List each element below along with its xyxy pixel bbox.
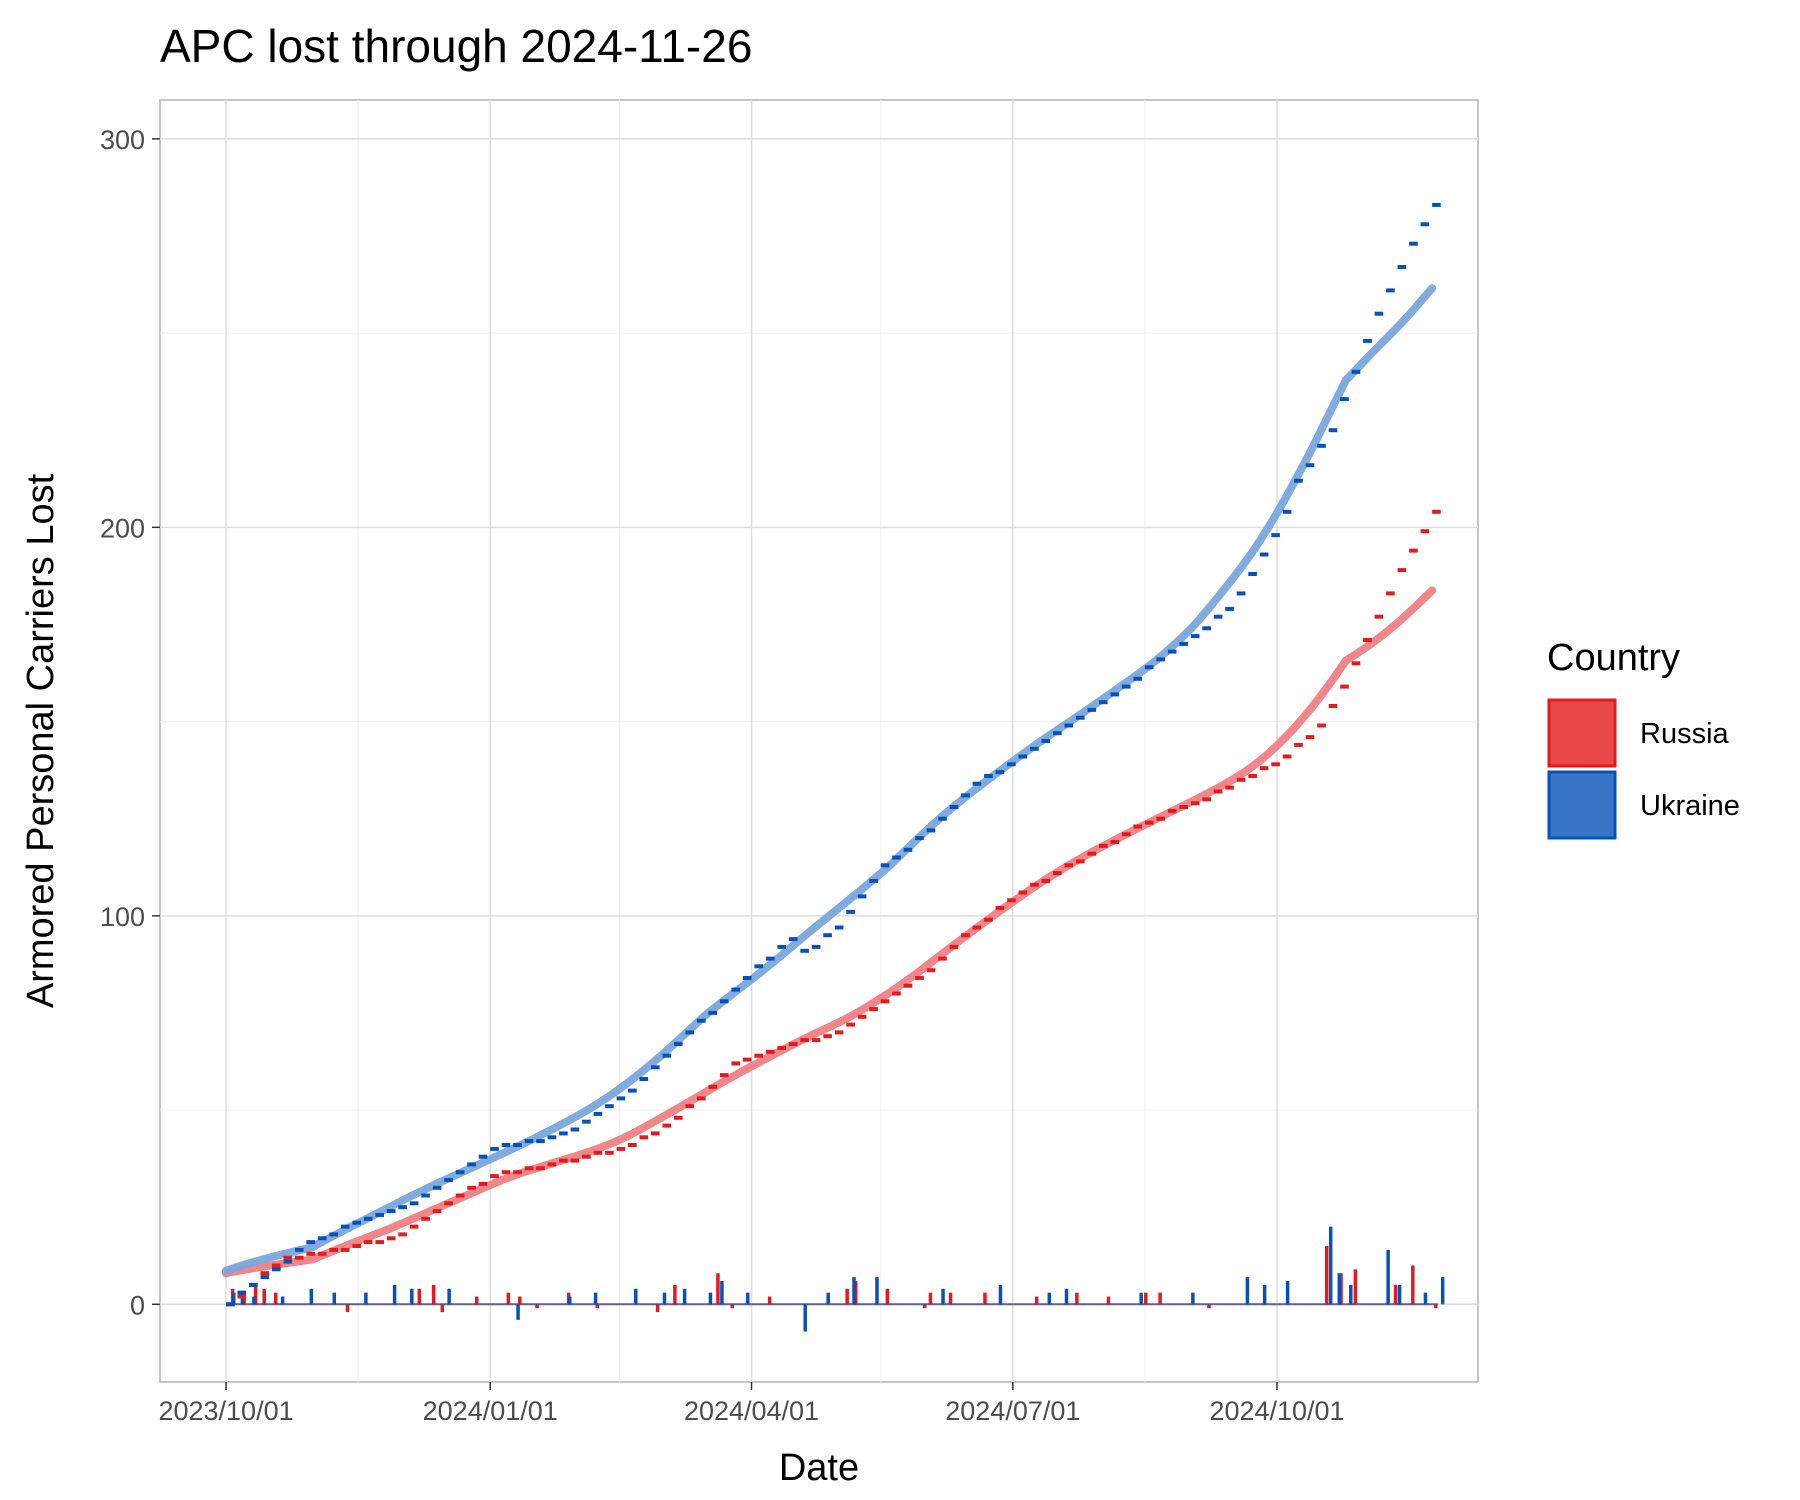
- y-tick-label: 200: [100, 513, 145, 543]
- x-tick-label: 2024/01/01: [423, 1396, 558, 1426]
- y-tick-label: 100: [100, 902, 145, 932]
- y-tick-label: 0: [130, 1290, 145, 1320]
- x-axis-ticks: 2023/10/01 2024/01/01 2024/04/01 2024/07/01…: [158, 1382, 1345, 1426]
- y-axis-ticks: 0 100 200 300: [100, 125, 160, 1320]
- plot-panel: [159, 99, 1479, 1383]
- ukraine-trend-line: [222, 284, 1437, 1275]
- russia-legend-key: [1547, 698, 1617, 768]
- x-axis-title: Date: [779, 1447, 859, 1489]
- russia-trend-line: [222, 586, 1437, 1278]
- y-axis-title: Armored Personal Carriers Lost: [20, 473, 62, 1008]
- legend-items: Russia Ukraine: [1547, 698, 1740, 840]
- y-tick-label: 300: [100, 125, 145, 155]
- x-tick-label: 2024/10/01: [1209, 1396, 1344, 1426]
- x-tick-label: 2024/04/01: [684, 1396, 819, 1426]
- legend-title: Country: [1547, 637, 1680, 679]
- chart-title: APC lost through 2024-11-26: [160, 20, 752, 72]
- ukraine-legend-key: [1547, 770, 1617, 840]
- x-tick-label: 2024/07/01: [945, 1396, 1080, 1426]
- cumulative-steps: [226, 202, 1441, 1307]
- minor-gridlines: [160, 100, 1478, 1382]
- russia-legend-label: Russia: [1640, 718, 1730, 750]
- legend: Country Russia Ukraine: [1547, 637, 1740, 840]
- ukraine-legend-label: Ukraine: [1640, 790, 1740, 822]
- panel-border: [159, 99, 1479, 1383]
- x-tick-label: 2023/10/01: [158, 1396, 293, 1426]
- trend-lines: [222, 284, 1437, 1278]
- major-gridlines: [160, 100, 1478, 1382]
